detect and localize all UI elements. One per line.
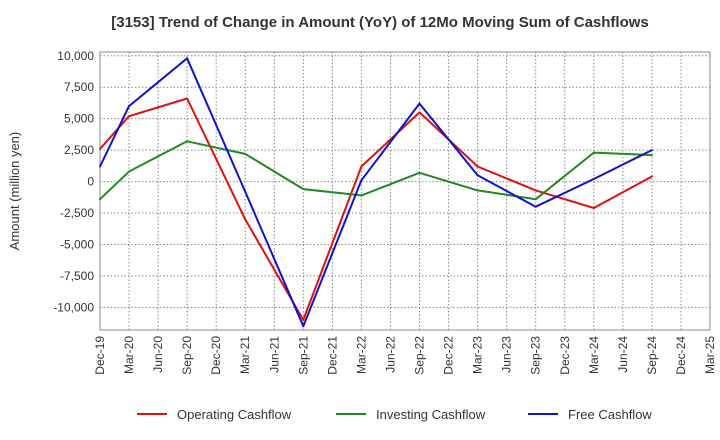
- grid-layer: [100, 52, 711, 330]
- data-point: [186, 140, 189, 143]
- data-point: [360, 165, 363, 168]
- x-tick-label: Mar-21: [238, 336, 252, 374]
- y-tick-label: -7,500: [60, 269, 94, 283]
- x-tick-label: Sep-23: [529, 336, 543, 375]
- data-point: [650, 154, 653, 157]
- chart-title: [3153] Trend of Change in Amount (YoY) o…: [111, 14, 649, 31]
- data-point: [244, 152, 247, 155]
- data-point: [99, 147, 101, 150]
- x-tick-label: Jun-22: [383, 336, 397, 373]
- x-tick-label: Mar-25: [703, 336, 717, 374]
- data-point: [534, 205, 537, 208]
- y-axis-title: Amount (million yen): [7, 132, 22, 251]
- data-point: [360, 179, 363, 182]
- x-tick-label: Jun-20: [151, 336, 165, 373]
- x-tick-label: Dec-23: [558, 336, 572, 375]
- data-point: [302, 188, 305, 191]
- data-point: [650, 175, 653, 178]
- x-tick-label: Mar-22: [354, 336, 368, 374]
- data-point: [592, 206, 595, 209]
- y-tick-label: 0: [87, 175, 94, 189]
- x-tick-label: Sep-22: [413, 336, 427, 375]
- x-tick-label: Dec-19: [93, 336, 107, 375]
- x-tick-label: Mar-20: [122, 336, 136, 374]
- series-layer: [99, 57, 653, 328]
- legend-label: Investing Cashflow: [376, 407, 486, 422]
- legend: Operating Cashflow Investing Cashflow Free…: [137, 407, 652, 422]
- x-tick-label: Jun-21: [267, 336, 281, 373]
- data-point: [476, 174, 479, 177]
- data-point: [418, 102, 421, 105]
- data-point: [302, 318, 305, 321]
- data-point: [650, 149, 653, 152]
- data-point: [244, 218, 247, 221]
- y-tick-label: -5,000: [60, 237, 94, 251]
- data-point: [476, 189, 479, 192]
- x-tick-label: Dec-20: [209, 336, 223, 375]
- data-point: [534, 189, 537, 192]
- legend-label: Operating Cashflow: [177, 407, 292, 422]
- x-tick-label: Sep-24: [645, 336, 659, 375]
- x-tick-label: Jun-23: [500, 336, 514, 373]
- x-tick-label: Sep-21: [296, 336, 310, 375]
- data-point: [128, 105, 131, 108]
- x-tick-label: Dec-22: [442, 336, 456, 375]
- axis-layer: 10,000 7,500 5,000 2,500 0 -2,500 -5,000 -7,500…: [7, 49, 717, 375]
- y-tick-label: 10,000: [57, 49, 94, 63]
- x-tick-label: Jun-24: [616, 336, 630, 373]
- x-tick-label: Mar-24: [587, 336, 601, 374]
- data-point: [302, 325, 305, 328]
- legend-label: Free Cashflow: [568, 407, 652, 422]
- x-tick-label: Mar-23: [471, 336, 485, 374]
- data-point: [534, 198, 537, 201]
- x-tick-label: Dec-21: [325, 336, 339, 375]
- data-point: [476, 165, 479, 168]
- data-point: [186, 57, 189, 60]
- y-tick-label: -10,000: [53, 300, 94, 314]
- data-point: [244, 190, 247, 193]
- plot-frame: [99, 51, 711, 331]
- data-point: [99, 165, 101, 168]
- data-point: [592, 178, 595, 181]
- x-tick-label: Sep-20: [180, 336, 194, 375]
- data-point: [418, 111, 421, 114]
- series-line-operating-cashflow: [99, 97, 653, 321]
- data-point: [592, 151, 595, 154]
- data-point: [99, 198, 101, 201]
- data-point: [128, 170, 131, 173]
- data-point: [360, 194, 363, 197]
- x-tick-label: Dec-24: [674, 336, 688, 375]
- series-line-free-cashflow: [99, 57, 653, 328]
- y-tick-label: -2,500: [60, 206, 94, 220]
- y-tick-label: 2,500: [64, 143, 94, 157]
- y-tick-label: 7,500: [64, 80, 94, 94]
- y-tick-label: 5,000: [64, 112, 94, 126]
- data-point: [128, 115, 131, 118]
- data-point: [186, 97, 189, 100]
- data-point: [418, 171, 421, 174]
